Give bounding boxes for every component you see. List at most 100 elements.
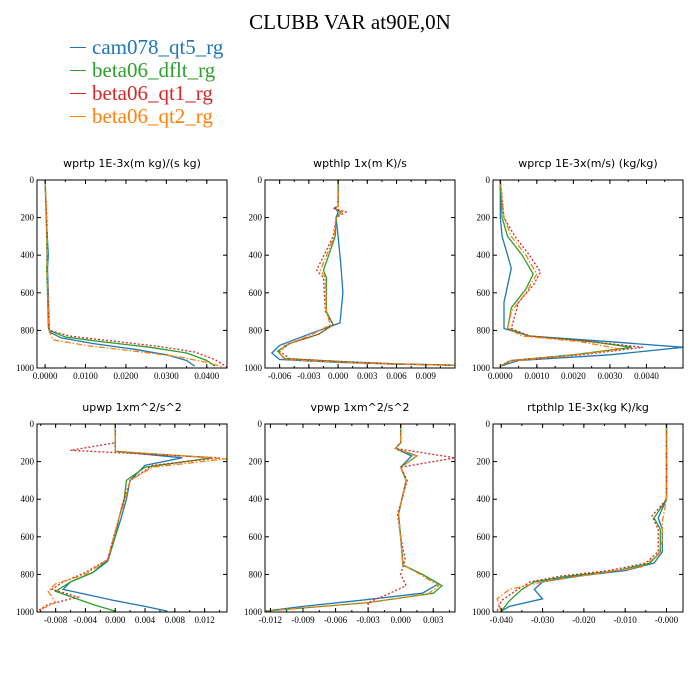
panel-title: wpthlp 1x(m K)/s	[313, 157, 407, 170]
y-tick-label: 1000	[472, 607, 491, 617]
x-tick-label: -0.030	[531, 615, 555, 625]
x-tick-label: 0.0000	[33, 371, 58, 381]
series-line	[44, 180, 196, 367]
y-tick-label: 200	[477, 213, 491, 223]
legend-label: beta06_qt2_rg	[92, 104, 213, 128]
x-tick-label: 0.0300	[154, 371, 179, 381]
y-tick-label: 800	[249, 325, 263, 335]
y-tick-label: 1000	[244, 363, 263, 373]
x-tick-label: -0.012	[259, 615, 282, 625]
y-tick-label: 200	[477, 457, 491, 467]
x-tick-label: -0.000	[655, 615, 679, 625]
y-tick-label: 0	[30, 175, 35, 185]
y-tick-label: 600	[477, 288, 491, 298]
x-tick-label: -0.040	[490, 615, 514, 625]
y-tick-label: 200	[21, 213, 35, 223]
x-tick-label: -0.009	[291, 615, 315, 625]
legend-item: cam078_qt5_rg	[70, 35, 224, 59]
x-tick-label: -0.010	[614, 615, 638, 625]
y-tick-label: 400	[477, 494, 491, 504]
panel-title: rtpthlp 1E-3x(kg K)/kg	[527, 401, 649, 414]
x-tick-label: -0.006	[268, 371, 292, 381]
y-tick-label: 1000	[472, 363, 491, 373]
y-tick-label: 1000	[244, 607, 263, 617]
x-tick-label: 0.0200	[114, 371, 139, 381]
x-tick-label: 0.0030	[598, 371, 623, 381]
y-tick-label: 0	[486, 419, 491, 429]
y-tick-label: 0	[30, 419, 35, 429]
x-tick-label: -0.004	[74, 615, 98, 625]
x-tick-label: 0.008	[165, 615, 186, 625]
series-line	[61, 424, 183, 612]
y-tick-label: 200	[21, 457, 35, 467]
y-tick-label: 0	[258, 175, 263, 185]
x-tick-label: 0.0100	[73, 371, 98, 381]
legend-label: beta06_qt1_rg	[92, 81, 213, 105]
series-line	[265, 424, 441, 612]
y-tick-label: 600	[249, 288, 263, 298]
series-line	[265, 424, 444, 612]
series-line	[499, 180, 622, 367]
series-line	[270, 180, 455, 366]
legend-label: cam078_qt5_rg	[92, 35, 224, 59]
legend-swatch	[70, 116, 86, 117]
x-tick-label: 0.0040	[634, 371, 659, 381]
x-tick-label: -0.008	[44, 615, 68, 625]
panel-title: upwp 1xm^2/s^2	[82, 401, 182, 414]
legend-swatch	[70, 47, 86, 48]
y-tick-label: 0	[486, 175, 491, 185]
y-tick-label: 0	[258, 419, 263, 429]
y-tick-label: 400	[249, 494, 263, 504]
y-tick-label: 600	[249, 532, 263, 542]
x-tick-label: 0.009	[416, 371, 437, 381]
y-tick-label: 400	[249, 250, 263, 260]
y-tick-label: 1000	[16, 363, 35, 373]
chart-panel: 0 200 400 600 800 1000-0.040 -0.030 -0.020 -0.01…	[472, 401, 684, 625]
y-tick-label: 800	[21, 569, 35, 579]
y-tick-label: 400	[477, 250, 491, 260]
x-tick-label: 0.0000	[488, 371, 513, 381]
x-tick-label: 0.004	[135, 615, 156, 625]
legend-item: beta06_dflt_rg	[70, 58, 223, 82]
panel-title: vpwp 1xm^2/s^2	[310, 401, 409, 414]
y-tick-label: 200	[249, 457, 263, 467]
y-tick-label: 600	[21, 288, 35, 298]
figure-title: CLUBB VAR at90E,0N	[249, 10, 451, 34]
y-tick-label: 800	[21, 325, 35, 335]
series-line	[499, 180, 643, 367]
series-line	[500, 424, 668, 612]
series-line	[278, 180, 455, 366]
series-line	[37, 424, 227, 612]
plot-frame	[264, 179, 456, 369]
y-tick-label: 600	[477, 532, 491, 542]
plot-frame	[36, 423, 228, 613]
x-tick-label: -0.006	[324, 615, 348, 625]
legend-item: beta06_qt2_rg	[70, 104, 223, 128]
series-line	[500, 424, 668, 612]
series-line	[496, 424, 668, 612]
legend: cam078_qt5_rg beta06_dflt_rg beta06_qt1_rg…	[70, 35, 224, 128]
plot-frame	[492, 423, 684, 613]
x-tick-label: 0.003	[357, 371, 378, 381]
x-tick-label: 0.000	[391, 615, 412, 625]
legend-item: beta06_qt1_rg	[70, 81, 223, 105]
chart-panel: 0 200 400 600 800 1000 -0.006 -0.003 0.000 0.003 0…	[244, 157, 456, 381]
y-tick-label: 600	[21, 532, 35, 542]
y-tick-label: 400	[21, 250, 35, 260]
x-tick-label: 0.0400	[194, 371, 219, 381]
legend-label: beta06_dflt_rg	[92, 58, 216, 82]
panel-title: wprcp 1E-3x(m/s) (kg/kg)	[518, 157, 657, 170]
legend-swatch	[70, 70, 86, 71]
plot-frame	[264, 423, 456, 613]
x-tick-label: -0.003	[357, 615, 381, 625]
series-line	[499, 180, 632, 367]
x-tick-label: 0.0020	[561, 371, 586, 381]
y-tick-label: 800	[477, 569, 491, 579]
legend-swatch	[70, 93, 86, 94]
series-line	[496, 424, 668, 612]
series-line	[265, 424, 440, 612]
series-line	[499, 180, 683, 367]
series-line	[44, 180, 216, 367]
x-tick-label: 0.006	[386, 371, 407, 381]
